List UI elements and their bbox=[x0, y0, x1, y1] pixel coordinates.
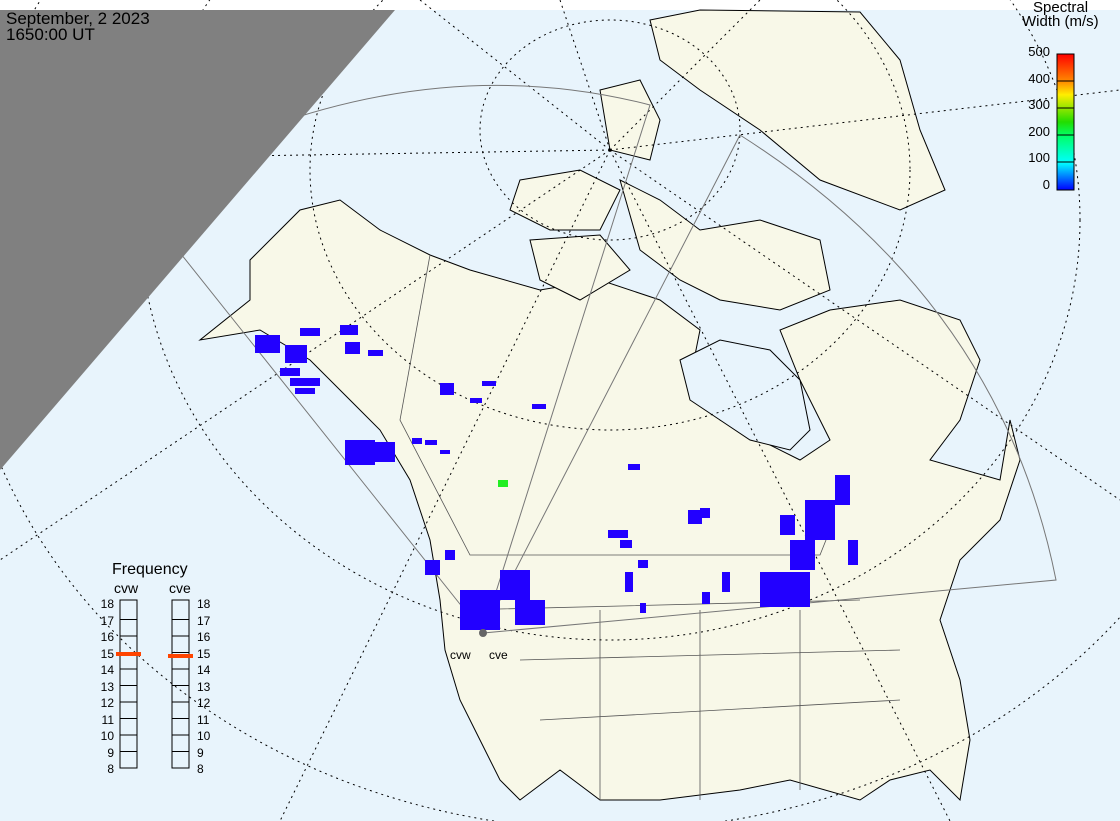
frequency-tick: 16 bbox=[197, 630, 211, 644]
echo-cell bbox=[760, 572, 810, 607]
echo-cell bbox=[722, 572, 730, 592]
echo-cell bbox=[345, 440, 375, 465]
echo-cell bbox=[498, 480, 508, 487]
colorbar-title-1: Spectral bbox=[1033, 0, 1089, 16]
cve-frequency-marker bbox=[168, 654, 193, 658]
echo-cell bbox=[700, 508, 710, 518]
hudson-bay bbox=[679, 339, 811, 451]
echo-cell bbox=[470, 610, 500, 625]
night-terminator bbox=[0, 10, 395, 470]
echo-cell bbox=[340, 325, 358, 335]
echo-cell bbox=[515, 600, 545, 625]
radar-echoes bbox=[255, 325, 858, 630]
colorbar-tick: 300 bbox=[1028, 97, 1050, 112]
echo-cell bbox=[638, 560, 648, 568]
echo-cell bbox=[628, 464, 640, 470]
echo-cell bbox=[440, 450, 450, 454]
echo-cell bbox=[445, 550, 455, 560]
echo-cell bbox=[255, 335, 280, 353]
frequency-tick: 17 bbox=[197, 613, 211, 628]
echo-cell bbox=[280, 368, 300, 376]
frequency-tick: 15 bbox=[100, 646, 114, 661]
echo-cell bbox=[412, 438, 422, 444]
frequency-tick: 10 bbox=[100, 729, 114, 743]
land bbox=[198, 9, 1021, 802]
echo-cell bbox=[532, 404, 546, 409]
echo-cell bbox=[425, 560, 440, 575]
echo-cell bbox=[300, 328, 320, 336]
frequency-tick: 12 bbox=[197, 696, 211, 710]
colorbar-tick: 500 bbox=[1028, 44, 1050, 59]
frequency-tick: 9 bbox=[107, 745, 114, 760]
echo-cell bbox=[345, 342, 360, 354]
echo-cell bbox=[290, 378, 320, 386]
frequency-tick: 15 bbox=[197, 646, 211, 661]
radar-label-cvw: cvw bbox=[450, 648, 471, 662]
radar-label-cve: cve bbox=[489, 648, 508, 662]
echo-cell bbox=[285, 345, 307, 363]
frequency-tick: 10 bbox=[197, 729, 211, 743]
frequency-tick: 14 bbox=[197, 663, 211, 677]
frequency-title: Frequency bbox=[112, 561, 188, 578]
cvw-label: cvw bbox=[114, 580, 139, 596]
echo-cell bbox=[780, 515, 795, 535]
frequency-tick: 14 bbox=[100, 663, 114, 677]
echo-cell bbox=[702, 592, 710, 604]
echo-cell bbox=[608, 530, 628, 538]
echo-cell bbox=[688, 510, 702, 524]
island-north bbox=[599, 79, 661, 161]
echo-cell bbox=[368, 350, 383, 356]
colorbar-title-2: Width (m/s) bbox=[1022, 13, 1099, 30]
echo-cell bbox=[640, 603, 646, 613]
frequency-tick: 18 bbox=[100, 597, 114, 611]
baffin-island bbox=[619, 179, 831, 311]
echo-cell bbox=[790, 540, 815, 570]
cvw-frequency-marker bbox=[116, 652, 141, 656]
echo-cell bbox=[848, 540, 858, 565]
frequency-tick: 17 bbox=[100, 613, 114, 628]
victoria-island bbox=[529, 234, 631, 301]
frequency-tick: 13 bbox=[100, 679, 114, 694]
frequency-tick: 12 bbox=[100, 696, 114, 710]
frequency-tick: 16 bbox=[100, 630, 114, 644]
colorbar-tick: 100 bbox=[1028, 150, 1050, 165]
echo-cell bbox=[482, 381, 496, 386]
echo-cell bbox=[375, 442, 395, 462]
echo-cell bbox=[805, 500, 835, 540]
frequency-tick: 8 bbox=[197, 762, 204, 776]
echo-cell bbox=[295, 388, 315, 394]
frequency-bars bbox=[119, 599, 190, 769]
echo-cell bbox=[500, 570, 530, 600]
echo-cell bbox=[425, 440, 437, 445]
frequency-tick: 11 bbox=[197, 712, 210, 727]
borders bbox=[399, 254, 901, 800]
colorbar-tick: 200 bbox=[1028, 123, 1050, 139]
frequency-tick: 11 bbox=[101, 712, 114, 727]
radar-site-marker bbox=[479, 629, 487, 637]
frequency-tick: 8 bbox=[107, 762, 114, 776]
cve-label: cve bbox=[169, 580, 191, 596]
echo-cell bbox=[470, 398, 482, 403]
colorbar bbox=[1056, 53, 1075, 191]
frequency-tick: 18 bbox=[197, 597, 211, 611]
colorbar-tick: 400 bbox=[1028, 70, 1050, 86]
date-label: September, 2 2023 bbox=[6, 9, 150, 28]
colorbar-tick: 0 bbox=[1042, 176, 1050, 192]
cve-fov bbox=[482, 134, 1057, 634]
greenland bbox=[649, 9, 946, 211]
echo-cell bbox=[625, 572, 633, 592]
echo-cell bbox=[440, 383, 454, 395]
echo-cell bbox=[835, 475, 850, 505]
frequency-tick: 9 bbox=[197, 745, 204, 760]
echo-cell bbox=[620, 540, 632, 548]
frequency-tick: 13 bbox=[197, 679, 211, 694]
time-label: 1650:00 UT bbox=[6, 25, 95, 44]
